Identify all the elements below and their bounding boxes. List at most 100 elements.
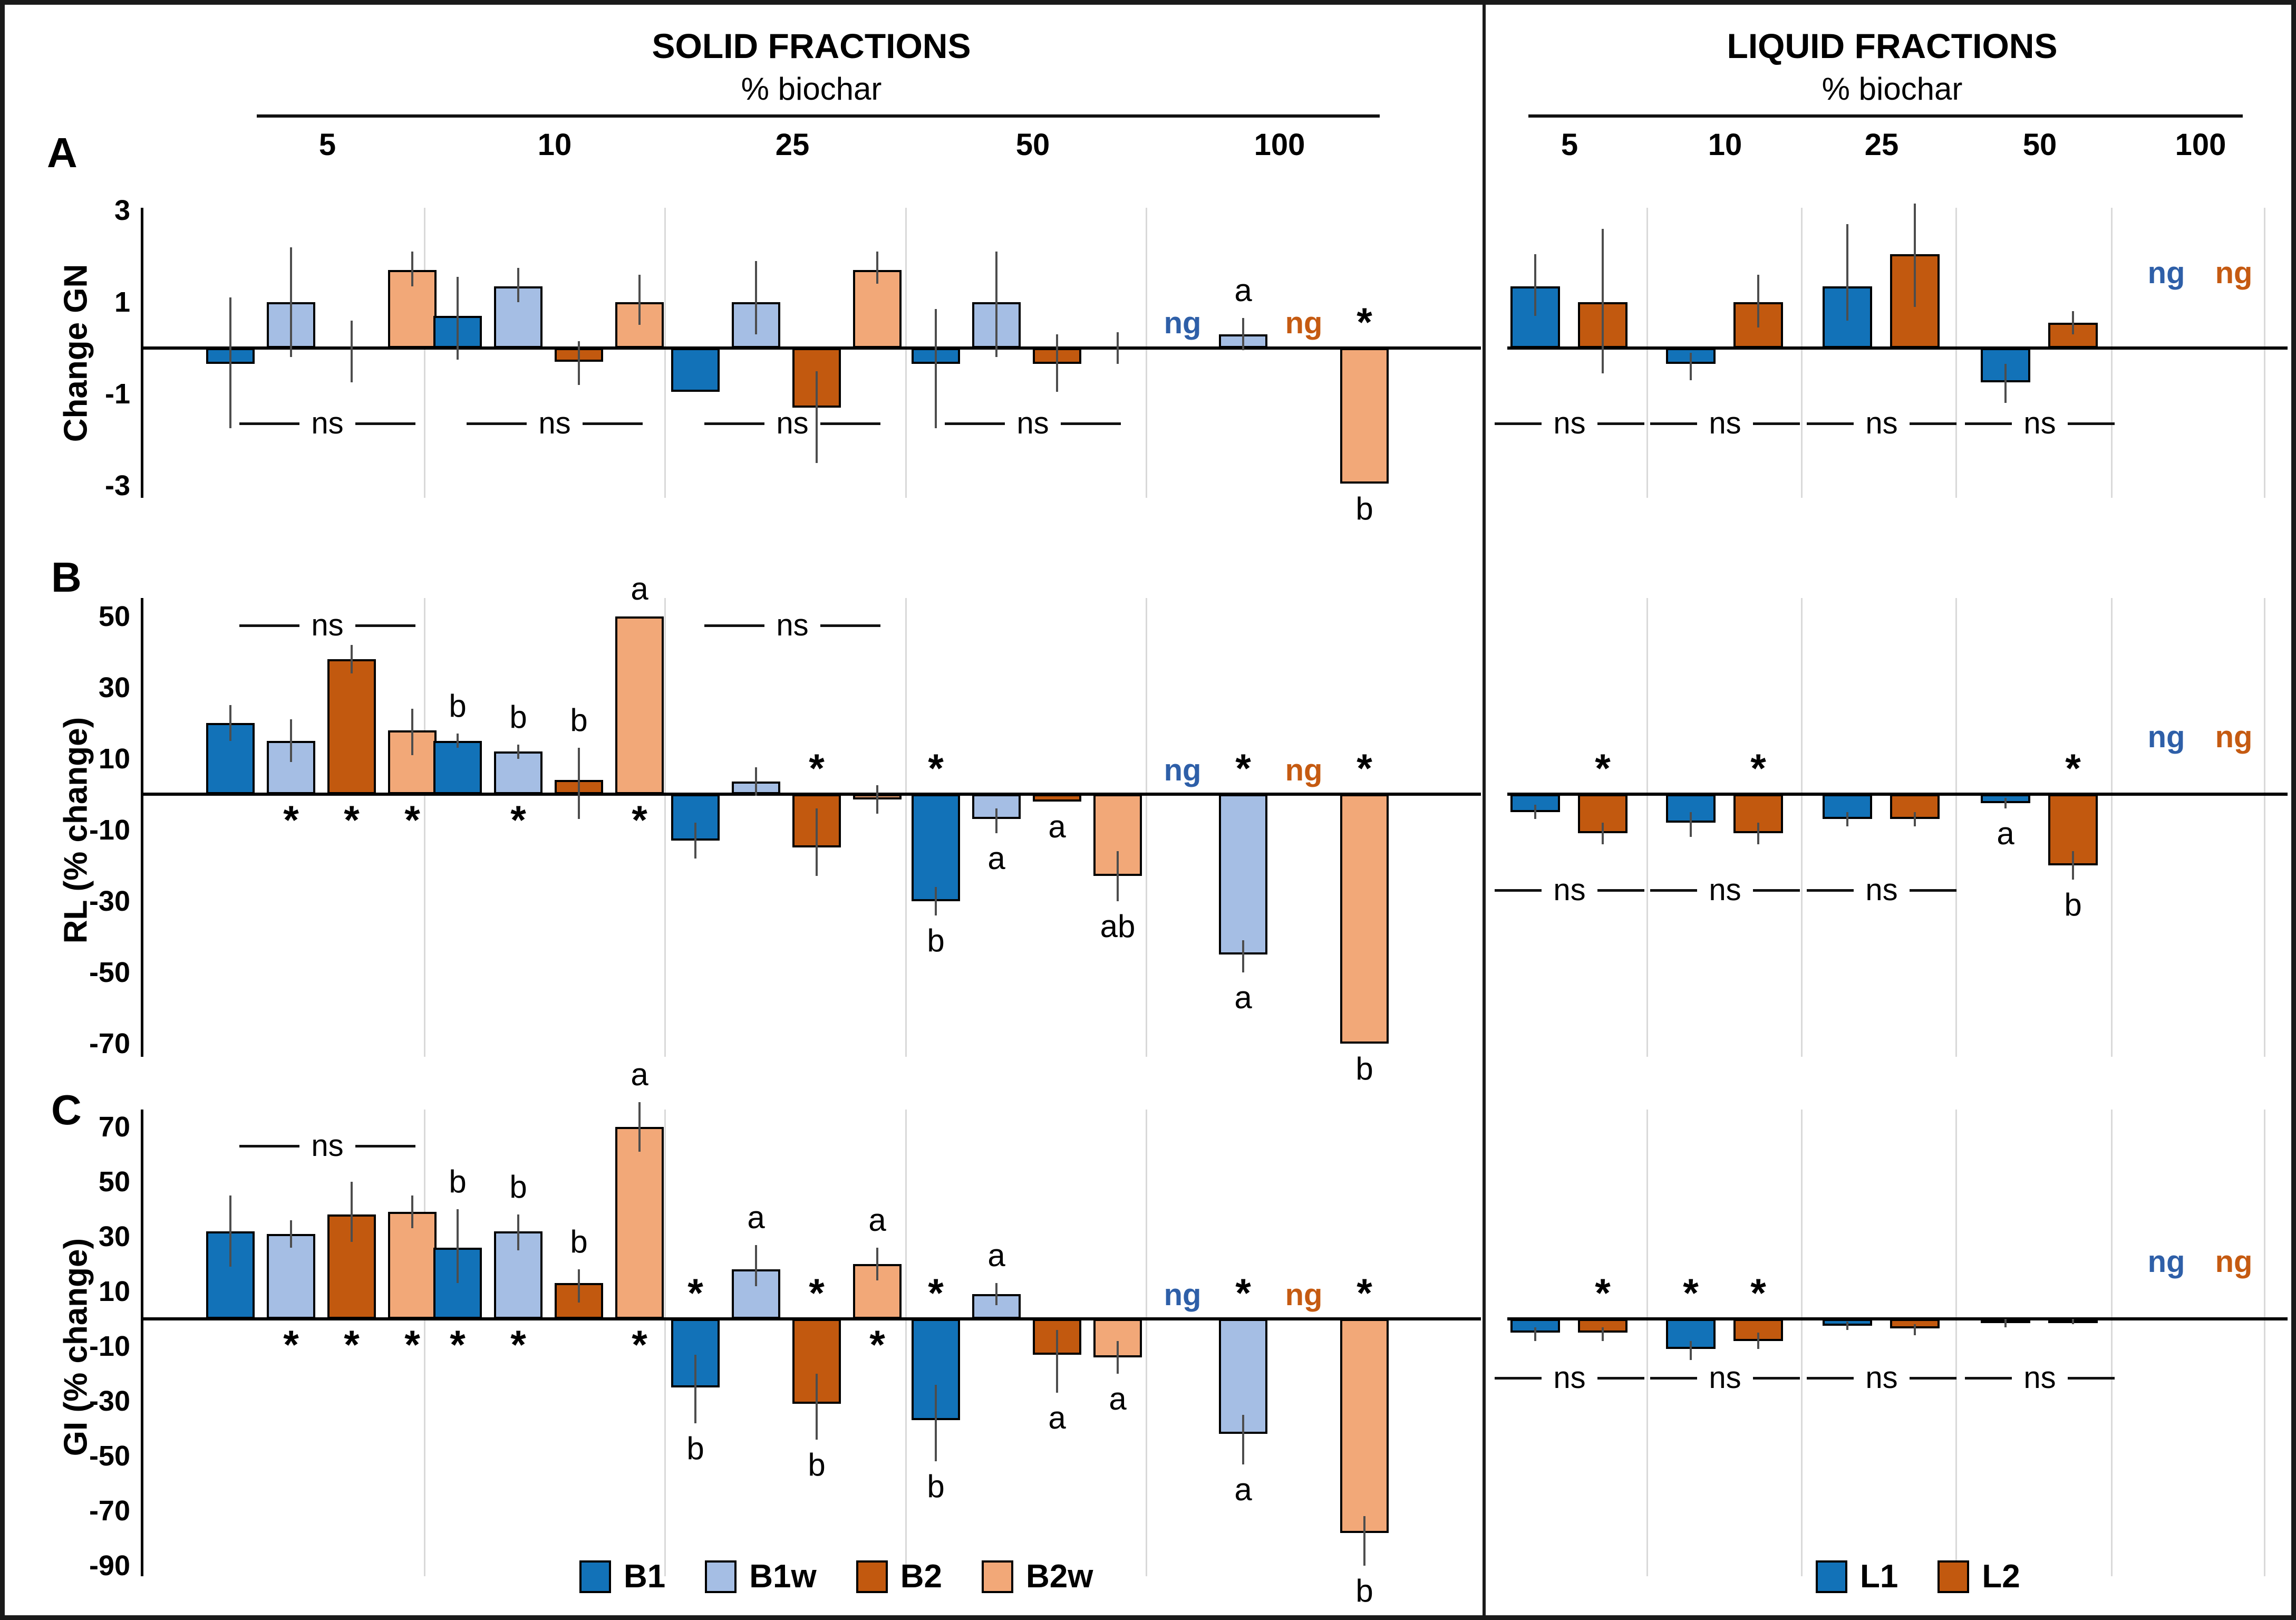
- sig-letter-above-B1-10: b: [449, 1164, 467, 1199]
- error-bar-L1-10: [1690, 812, 1692, 837]
- bar-B2w-100: [1340, 794, 1389, 1044]
- ns-label: ns: [776, 608, 809, 642]
- star-B1w-100: *: [1235, 746, 1251, 791]
- error-bar-L2-25: [1914, 1324, 1916, 1336]
- ns-label: ns: [538, 406, 571, 440]
- star-L2-5: *: [1595, 746, 1611, 791]
- panel-label-c: C: [51, 1086, 82, 1133]
- sig-letter-below-B2w-50: a: [1109, 1381, 1127, 1416]
- ng-label-A-solid-100-0: ng: [1164, 306, 1202, 340]
- sig-letter-above-B2w-10: a: [631, 571, 648, 606]
- error-bar-B1w-10: [517, 267, 519, 302]
- error-bar-B1w-50: [995, 252, 997, 358]
- error-bar-B2w-25: [876, 785, 878, 814]
- star-B2w-10: *: [632, 798, 647, 843]
- legend-swatch-B2w: [982, 1560, 1014, 1593]
- ns-bracket-C-solid-5: ns: [219, 1131, 435, 1161]
- ns-bracket-B-liquid-5: ns: [1485, 875, 1654, 905]
- ns-bracket-line: [1964, 1376, 2012, 1380]
- ns-bracket-line: [704, 422, 765, 425]
- star-B2w-100: *: [1357, 300, 1372, 345]
- gridline: [664, 598, 666, 1057]
- error-bar-L2-5: [1602, 823, 1604, 844]
- sig-letter-below-B1w-100: a: [1234, 1471, 1252, 1507]
- panel-label-a: A: [47, 129, 77, 176]
- error-bar-B2w-10: [638, 274, 641, 325]
- star-B1-50: *: [928, 746, 944, 791]
- error-bar-L1-25: [1846, 224, 1848, 321]
- y-tick-C-50: 50: [98, 1166, 130, 1198]
- star-L2-10: *: [1750, 1271, 1766, 1316]
- bar-B2-50: [1033, 794, 1081, 802]
- error-bar-B2w-25: [876, 1247, 878, 1281]
- ns-bracket-line: [1597, 889, 1645, 892]
- ns-bracket-line: [820, 624, 881, 627]
- star-B2w-100: *: [1357, 1271, 1372, 1316]
- category-label-solid-10: 10: [537, 128, 572, 162]
- ns-bracket-line: [582, 422, 643, 425]
- ns-bracket-line: [1597, 1376, 1645, 1380]
- ns-bracket-line: [1597, 422, 1645, 425]
- gridline: [1146, 1110, 1147, 1576]
- star-B2w-100: *: [1357, 746, 1372, 791]
- star-B2-5: *: [344, 1323, 360, 1367]
- liquid-header-rule: [1528, 114, 2243, 118]
- error-bar-L1-5: [1534, 805, 1536, 819]
- y-tick-C--70: -70: [89, 1495, 130, 1527]
- error-bar-B2w-5: [411, 709, 413, 755]
- error-bar-L2-25: [1914, 812, 1916, 826]
- gridline: [1646, 1110, 1648, 1576]
- sig-letter-below-B2-25: b: [808, 1447, 826, 1482]
- ns-label: ns: [311, 406, 344, 440]
- ns-bracket-C-liquid-5: ns: [1485, 1363, 1654, 1393]
- y-tick-A-1: 1: [114, 286, 130, 318]
- error-bar-L1-50: [2004, 1319, 2007, 1327]
- category-label-liquid-5: 5: [1561, 128, 1578, 162]
- ns-bracket-line: [1806, 1376, 1854, 1380]
- error-bar-B1-10: [457, 277, 459, 360]
- solid-legend: B1 B1w B2 B2w: [579, 1560, 1133, 1593]
- star-B1w-5: *: [283, 798, 299, 843]
- gridline: [2111, 208, 2113, 498]
- ns-label: ns: [1865, 406, 1898, 440]
- error-bar-L1-10: [1690, 352, 1692, 380]
- error-bar-B2w-100: [1363, 1516, 1365, 1566]
- star-B2w-5: *: [404, 1323, 420, 1367]
- gridline: [905, 208, 907, 498]
- y-tick-B--70: -70: [89, 1027, 130, 1059]
- y-tick-C-10: 10: [98, 1276, 130, 1307]
- ns-bracket-line: [239, 422, 300, 425]
- y-tick-C--50: -50: [89, 1440, 130, 1472]
- gridline: [2111, 1110, 2113, 1576]
- error-bar-B1w-25: [755, 767, 757, 796]
- bar-L2-5: [1578, 794, 1627, 834]
- ns-label: ns: [311, 1129, 344, 1163]
- gridline: [664, 1110, 666, 1576]
- legend-label-B1w: B1w: [749, 1558, 817, 1595]
- sig-letter-below-B1-50: b: [927, 1469, 945, 1505]
- ns-label: ns: [1553, 1361, 1586, 1395]
- category-label-liquid-10: 10: [1708, 128, 1742, 162]
- ns-bracket-line: [1494, 1376, 1542, 1380]
- category-label-solid-25: 25: [775, 128, 810, 162]
- ns-bracket-line: [239, 1144, 300, 1148]
- star-B1w-10: *: [510, 1323, 526, 1367]
- error-bar-B1-50: [935, 886, 937, 915]
- legend-label-B2w: B2w: [1026, 1558, 1093, 1595]
- error-bar-B1w-25: [755, 261, 757, 334]
- error-bar-B2-10: [578, 341, 580, 385]
- category-label-solid-5: 5: [318, 128, 336, 162]
- category-label-liquid-50: 50: [2022, 128, 2057, 162]
- solid-header-rule: [257, 114, 1380, 118]
- gridline: [905, 598, 907, 1057]
- y-tick-C--90: -90: [89, 1550, 130, 1582]
- sig-letter-below-B1-25: b: [686, 1430, 704, 1466]
- error-bar-L1-25: [1846, 1322, 1848, 1330]
- error-bar-B1-5: [229, 1195, 231, 1267]
- error-bar-L2-50: [2072, 1319, 2074, 1325]
- ng-label-A-liquid-100-1: ng: [2215, 256, 2253, 290]
- error-bar-B2w-10: [638, 1102, 641, 1152]
- sig-letter-below-L1-50: a: [1997, 816, 2014, 851]
- gridline: [1146, 598, 1147, 1057]
- error-bar-L2-10: [1757, 1333, 1759, 1349]
